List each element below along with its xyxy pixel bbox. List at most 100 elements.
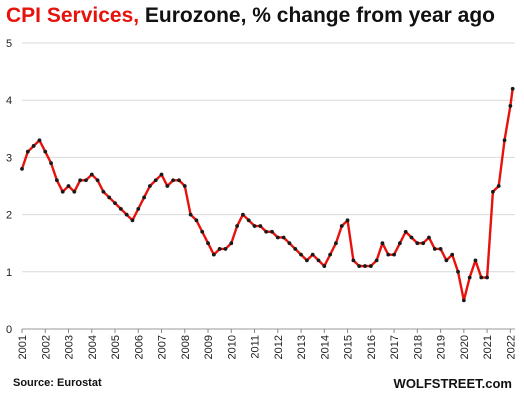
y-tick-label: 1 [6, 267, 12, 279]
data-point [20, 166, 24, 171]
x-tick-label: 2005 [110, 335, 122, 359]
data-point [194, 218, 199, 223]
data-point [217, 247, 222, 251]
y-tick-label: 0 [6, 324, 12, 336]
x-tick-label: 2019 [436, 335, 448, 359]
x-tick-label: 2020 [459, 335, 471, 359]
data-point [328, 252, 333, 257]
y-tick-label: 2 [6, 210, 12, 222]
data-point [357, 264, 362, 268]
x-tick-label: 2022 [505, 335, 517, 359]
x-tick-label: 2007 [157, 335, 169, 359]
data-point [101, 189, 106, 194]
chart-title: CPI Services, Eurozone, % change from ye… [6, 4, 495, 28]
data-point [153, 178, 158, 183]
data-point [113, 201, 117, 206]
data-point [287, 241, 292, 246]
data-point [502, 138, 507, 143]
data-point [510, 86, 515, 91]
data-point [508, 104, 513, 108]
x-tick-label: 2013 [296, 335, 308, 359]
data-point [223, 247, 228, 251]
data-point [264, 229, 269, 234]
data-point [246, 218, 251, 223]
x-axis-ticks: 2001 2002 2003 2004 2005 2006 2007 2008 2009 2010… [17, 329, 517, 359]
data-point [252, 224, 257, 228]
data-point [444, 258, 449, 263]
x-tick-label: 2010 [226, 335, 238, 359]
data-point [485, 275, 489, 280]
data-point [31, 144, 36, 148]
series-layer [20, 86, 515, 303]
x-tick-label: 2014 [319, 335, 331, 359]
data-point [293, 247, 298, 251]
data-point [473, 258, 478, 263]
data-point [95, 178, 100, 183]
data-point [363, 264, 367, 268]
data-point [491, 189, 495, 194]
data-point [78, 178, 83, 183]
data-point [54, 178, 59, 183]
data-point [37, 138, 42, 143]
source-note: Source: Eurostat [13, 377, 102, 389]
data-point [392, 252, 396, 257]
data-point [60, 189, 65, 194]
data-point [467, 275, 472, 280]
data-point [165, 184, 170, 188]
data-point [351, 258, 356, 263]
data-point [229, 241, 234, 246]
data-point [316, 258, 321, 263]
data-point [380, 241, 385, 246]
data-point [136, 206, 141, 211]
x-tick-label: 2012 [273, 335, 285, 359]
data-point [206, 241, 210, 246]
x-tick-label: 2003 [64, 335, 76, 359]
x-tick-label: 2006 [133, 335, 145, 359]
series-line [20, 88, 514, 302]
data-point [304, 258, 309, 263]
data-point [275, 235, 280, 240]
data-point [130, 218, 135, 223]
data-point [124, 212, 129, 217]
x-tick-label: 2001 [17, 335, 29, 359]
data-point [450, 252, 455, 257]
data-point [403, 229, 408, 234]
data-point [496, 184, 501, 188]
data-point [171, 178, 176, 183]
data-point [211, 252, 216, 257]
y-tick-label: 5 [6, 38, 12, 50]
x-tick-label: 2016 [366, 335, 378, 359]
data-point [66, 184, 71, 188]
x-tick-label: 2017 [389, 335, 401, 359]
data-point [188, 212, 193, 217]
x-tick-label: 2015 [343, 335, 355, 359]
title-highlight: CPI Services, [6, 4, 140, 27]
x-tick-label: 2021 [482, 335, 494, 359]
data-point [299, 252, 303, 257]
data-point [182, 184, 187, 188]
x-tick-label: 2009 [203, 335, 215, 359]
data-point [148, 184, 152, 188]
data-point [421, 241, 426, 246]
data-point [345, 218, 350, 223]
data-point [43, 149, 48, 154]
data-point [258, 224, 263, 228]
data-point [159, 172, 164, 177]
data-point [107, 195, 112, 200]
data-point [310, 252, 315, 257]
y-axis-ticks: 0 1 2 3 4 5 [6, 38, 12, 336]
data-point [409, 235, 414, 240]
x-tick-label: 2002 [40, 335, 52, 359]
data-point [368, 264, 373, 268]
x-tick-label: 2004 [87, 335, 99, 359]
data-point [432, 247, 437, 251]
data-point [427, 235, 431, 240]
data-point [177, 178, 181, 183]
data-point [49, 161, 53, 166]
data-point [241, 212, 245, 217]
data-point [456, 269, 460, 274]
data-point [118, 206, 123, 211]
x-tick-label: 2011 [250, 335, 262, 359]
data-point [374, 258, 379, 263]
